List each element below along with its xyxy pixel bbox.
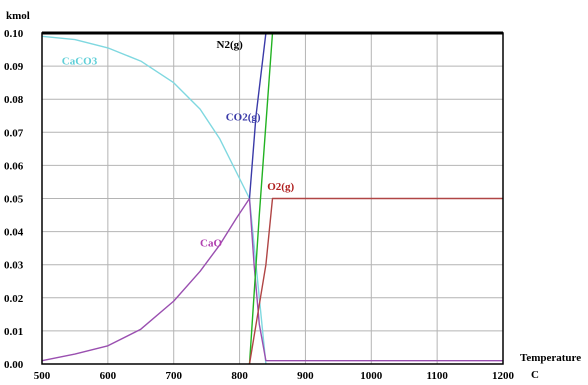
y-tick-label: 0.01 (4, 326, 23, 338)
y-tick-label: 0.02 (4, 293, 24, 305)
y-tick-label: 0.05 (4, 194, 24, 206)
plot-frame (41, 31, 504, 365)
series-label-o2-g: O2(g) (267, 181, 294, 193)
x-axis-unit: C (531, 369, 539, 380)
series-labels: CaCO3 N2(g) CO2(g) O2(g) CaO (62, 39, 295, 250)
x-tick-label: 700 (165, 370, 182, 380)
tick-labels: 0.00 0.01 0.02 0.03 0.04 0.05 0.06 0.07 0.08 0.09… (4, 28, 515, 382)
series-line-cao (41, 197, 503, 362)
y-tick-label: 0.03 (4, 260, 24, 272)
x-tick-label: 1000 (360, 370, 383, 380)
x-tick-label: 500 (34, 370, 51, 380)
x-tick-label: 600 (100, 370, 117, 380)
x-tick-label: 1200 (492, 370, 515, 380)
y-tick-label: 0.08 (4, 94, 24, 106)
series-label-caco3: CaCO3 (62, 55, 98, 67)
x-tick-label: 1100 (426, 370, 448, 380)
y-axis-title: kmol (6, 10, 30, 22)
x-axis-title: Temperature (520, 352, 581, 364)
series-label-n2-g: N2(g) (217, 39, 244, 51)
series-line-co2-g (248, 32, 503, 199)
y-tick-label: 0.00 (4, 359, 24, 371)
y-tick-label: 0.04 (4, 227, 24, 239)
y-tick-label: 0.07 (4, 127, 24, 139)
y-tick-label: 0.06 (4, 160, 24, 172)
series-label-co2-g: CO2(g) (226, 112, 261, 124)
series-label-cao: CaO (200, 237, 222, 249)
x-tick-label: 900 (297, 370, 314, 380)
x-tick-label: 800 (231, 370, 248, 380)
y-tick-label: 0.09 (4, 61, 24, 73)
series-line-o2-g (248, 197, 503, 365)
y-tick-label: 0.10 (4, 28, 24, 40)
series-line-caco3 (41, 35, 267, 365)
